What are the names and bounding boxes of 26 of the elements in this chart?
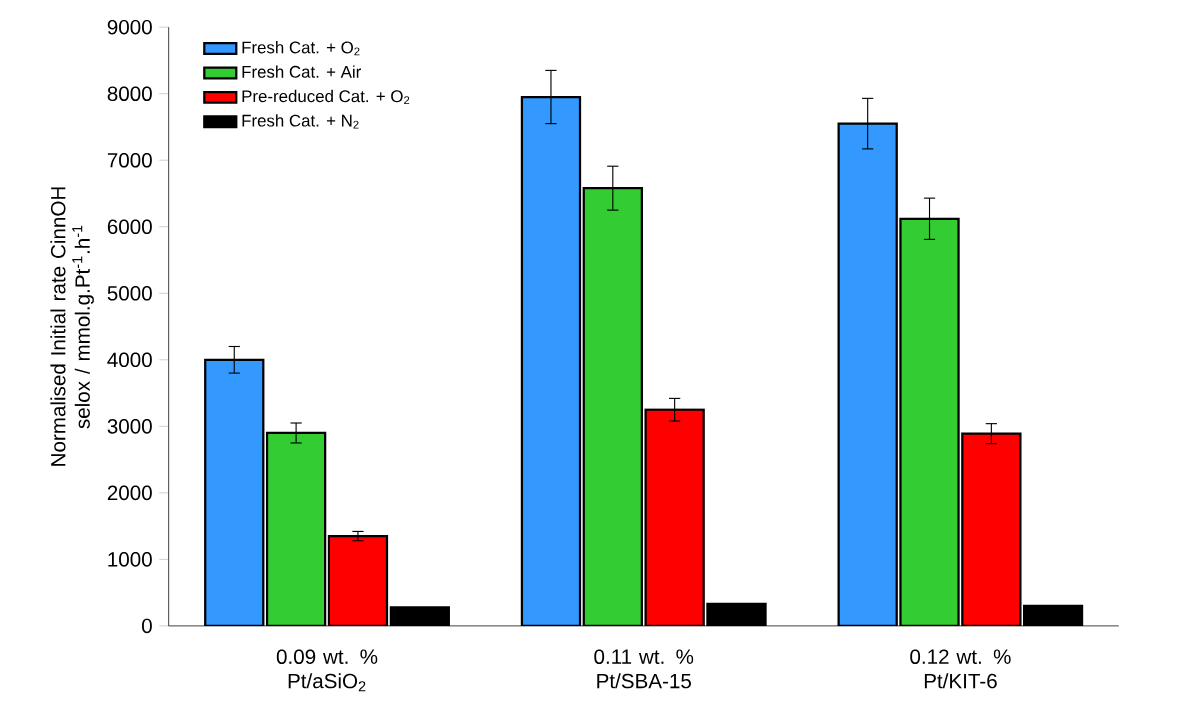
bar bbox=[265, 431, 327, 626]
legend-label: Pre-reduced Cat. + O$_{2}$ bbox=[242, 89, 410, 104]
y-tick-label: 1000 bbox=[108, 551, 152, 567]
x-tick-label: 0.09 wt. % Pt/aSiO$_{2}$ bbox=[276, 649, 378, 692]
y-tick-label: 5000 bbox=[107, 285, 152, 301]
bar bbox=[520, 95, 582, 626]
bar bbox=[204, 358, 265, 626]
bar bbox=[644, 408, 705, 626]
bar bbox=[961, 432, 1022, 626]
y-tick-label: 9000 bbox=[107, 19, 152, 35]
bar bbox=[582, 186, 643, 626]
y-tick-label: 7000 bbox=[107, 152, 152, 168]
legend-label: Fresh Cat. + Air bbox=[242, 65, 362, 78]
legend-label: Fresh Cat. + O$_{2}$ bbox=[242, 40, 360, 56]
y-tick-label: 4000 bbox=[107, 352, 152, 367]
bar bbox=[327, 534, 389, 626]
y-tick-label: 0 bbox=[142, 618, 152, 634]
y-tick-label: 8000 bbox=[107, 86, 152, 101]
bar bbox=[899, 217, 960, 626]
y-tick-label: 2000 bbox=[107, 485, 152, 501]
x-tick-label: 0.11 wt. % Pt/SBA-15 bbox=[594, 649, 694, 689]
y-tick-label: 3000 bbox=[107, 418, 152, 434]
legend-label: Fresh Cat. + N$_{2}$ bbox=[242, 114, 359, 129]
bar bbox=[837, 122, 898, 626]
y-tick-label: 6000 bbox=[107, 219, 152, 234]
x-tick-label: 0.12 wt. % Pt/KIT-6 bbox=[910, 649, 1011, 689]
